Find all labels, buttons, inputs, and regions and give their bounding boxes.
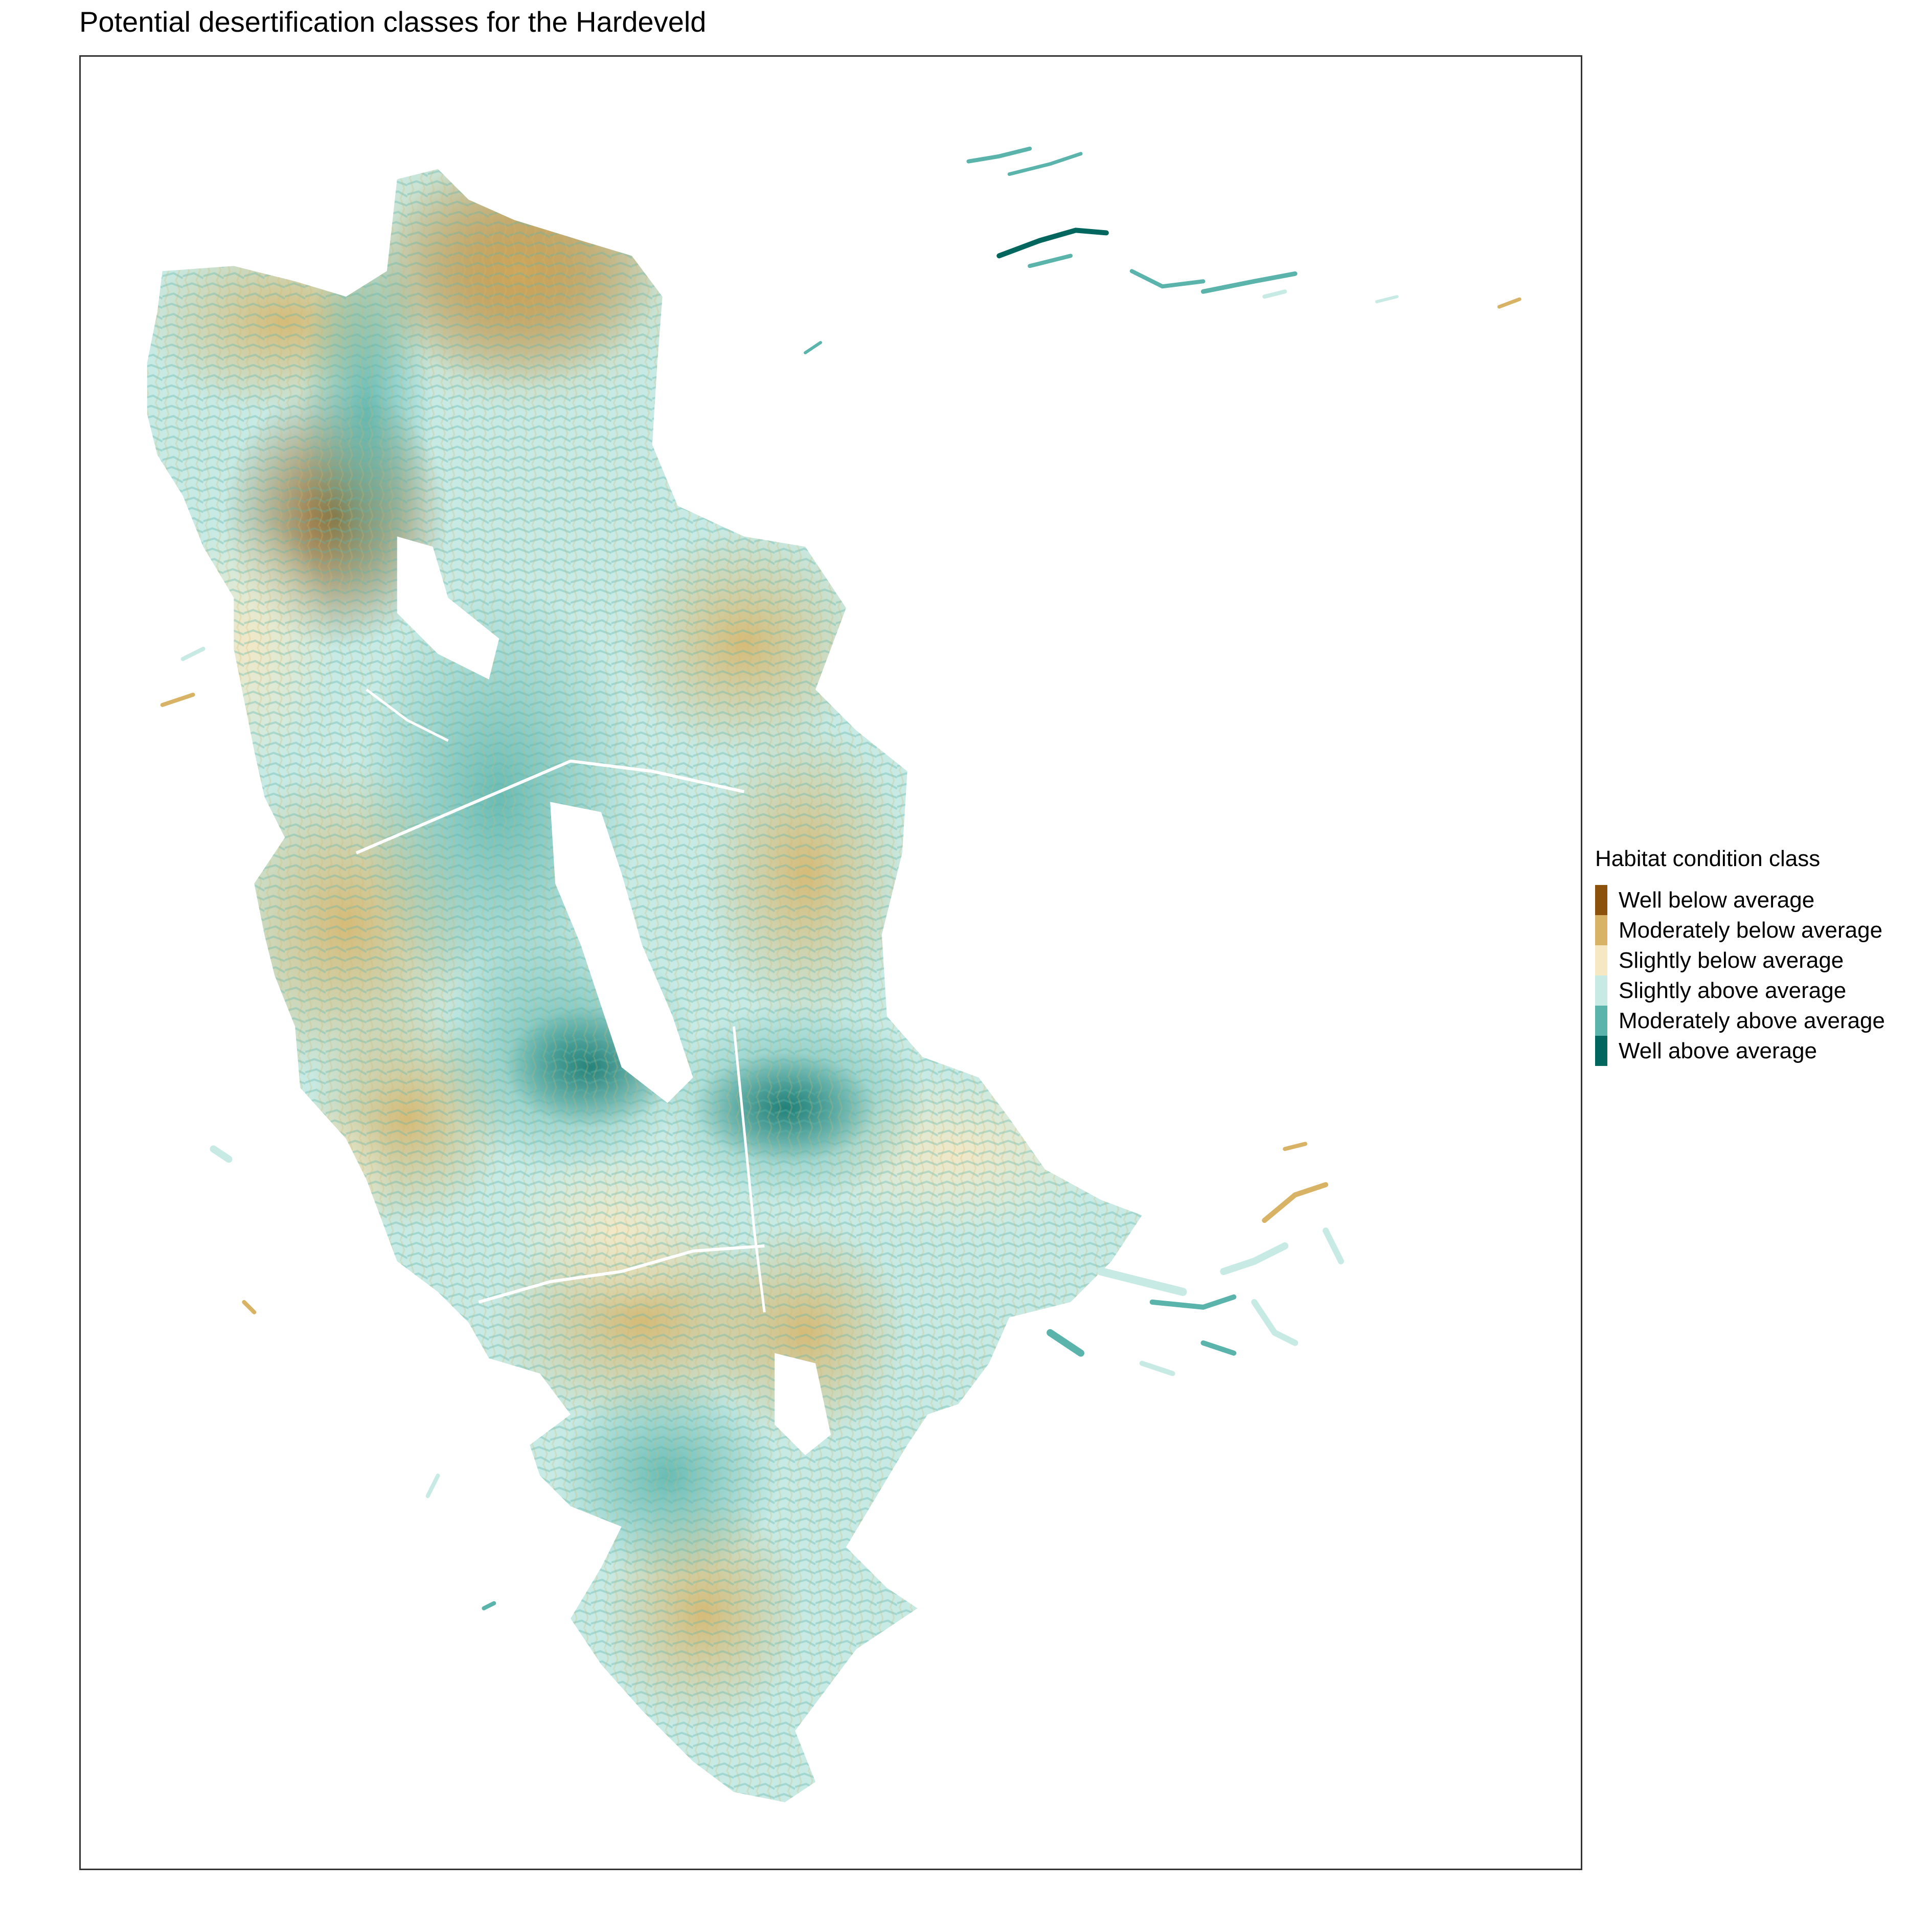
legend-item-slightly-below: Slightly below average bbox=[1595, 945, 1922, 975]
northeast-fragments bbox=[804, 146, 1521, 355]
legend-item-well-above: Well above average bbox=[1595, 1036, 1922, 1066]
habitat-condition-map bbox=[147, 146, 1521, 1803]
legend-label-slightly-below: Slightly below average bbox=[1619, 947, 1844, 973]
legend-swatch-well-below bbox=[1595, 885, 1607, 915]
legend-swatch-slightly-above bbox=[1595, 975, 1607, 1006]
legend-swatch-moderately-below bbox=[1595, 915, 1607, 945]
legend-label-slightly-above: Slightly above average bbox=[1619, 978, 1847, 1003]
legend-item-well-below: Well below average bbox=[1595, 885, 1922, 915]
map-panel[interactable] bbox=[79, 55, 1582, 1870]
legend: Habitat condition class Well below avera… bbox=[1595, 846, 1922, 1066]
legend-item-slightly-above: Slightly above average bbox=[1595, 975, 1922, 1006]
legend-title: Habitat condition class bbox=[1595, 846, 1821, 871]
legend-item-moderately-below: Moderately below average bbox=[1595, 915, 1922, 945]
legend-item-moderately-above: Moderately above average bbox=[1595, 1006, 1922, 1036]
study-region bbox=[147, 169, 1142, 1803]
legend-swatch-slightly-below bbox=[1595, 945, 1607, 975]
legend-swatch-well-above bbox=[1595, 1036, 1607, 1066]
west-fragments bbox=[160, 647, 496, 1610]
legend-label-moderately-below: Moderately below average bbox=[1619, 917, 1883, 943]
legend-label-well-below: Well below average bbox=[1619, 887, 1815, 913]
legend-swatch-moderately-above bbox=[1595, 1006, 1607, 1036]
page-title: Potential desertification classes for th… bbox=[79, 6, 707, 38]
legend-label-well-above: Well above average bbox=[1619, 1038, 1817, 1063]
legend-label-moderately-above: Moderately above average bbox=[1619, 1008, 1885, 1033]
southeast-fragments bbox=[1047, 1142, 1344, 1376]
